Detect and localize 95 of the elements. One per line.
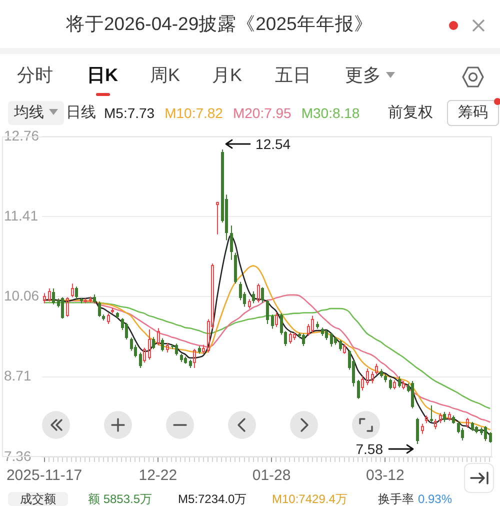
candlestick <box>48 288 51 302</box>
candlestick <box>125 322 128 340</box>
candlestick <box>248 298 251 310</box>
text: 周K <box>150 65 180 85</box>
candlestick <box>289 332 292 344</box>
candlestick <box>261 286 264 304</box>
y-tick-label: 8.71 <box>4 368 32 384</box>
candlestick <box>84 298 87 304</box>
text: M10:7429.4万 <box>272 492 348 506</box>
annotation: 12.54 <box>256 136 291 152</box>
candlestick <box>161 338 164 352</box>
text: M5:7234.0万 <box>178 492 247 506</box>
candlestick <box>202 344 205 354</box>
candlestick <box>61 296 64 320</box>
candlestick <box>75 286 78 300</box>
text: 额 5853.5万 <box>88 492 152 506</box>
y-tick-label: 10.06 <box>4 288 40 304</box>
candlestick <box>461 427 464 441</box>
candlestick <box>302 333 305 346</box>
candlestick <box>421 423 424 434</box>
candlestick <box>66 296 69 318</box>
candlestick <box>371 371 374 384</box>
candlestick <box>443 411 446 422</box>
candlestick <box>175 343 178 356</box>
candlestick <box>52 288 55 305</box>
candlestick <box>339 340 342 352</box>
candlestick <box>448 411 451 422</box>
x-tick-label: 2025-11-17 <box>6 467 82 484</box>
candlestick <box>98 300 101 318</box>
text: M5:7.73 <box>104 105 155 122</box>
text: 日线 <box>66 104 96 121</box>
candlestick <box>389 378 392 390</box>
candlestick <box>357 379 360 400</box>
candlestick <box>139 352 142 368</box>
text: M10:7.82 <box>164 105 223 122</box>
candlestick <box>330 332 333 348</box>
text: 日K <box>87 65 118 85</box>
candlestick <box>43 292 46 304</box>
candlestick <box>425 414 428 424</box>
text: M20:7.95 <box>232 105 292 122</box>
text: 0.93% <box>418 492 452 506</box>
text: M30:8.18 <box>301 105 360 122</box>
y-tick-label: 12.76 <box>4 127 40 144</box>
x-tick-label: 12-22 <box>138 467 178 484</box>
candlestick <box>375 363 378 375</box>
candlestick <box>157 328 160 346</box>
candlestick <box>271 314 274 330</box>
y-tick-label: 11.41 <box>4 207 38 224</box>
candlestick <box>402 380 405 390</box>
candlestick <box>143 347 146 364</box>
candlestick <box>466 417 469 428</box>
candlestick <box>434 418 437 430</box>
x-tick-label: 01-28 <box>252 467 291 484</box>
candlestick <box>398 376 401 388</box>
text: 月K <box>212 65 242 85</box>
text: 换手率 <box>378 492 414 506</box>
text: 筹码 <box>458 104 488 121</box>
candlestick <box>166 342 169 354</box>
text: 前复权 <box>388 104 433 121</box>
candlestick <box>230 224 233 260</box>
candlestick <box>439 412 442 424</box>
candlestick <box>252 290 255 304</box>
candlestick <box>152 336 155 350</box>
text: 分时 <box>17 65 53 85</box>
text: 更多 <box>345 65 381 85</box>
text: 均线 <box>14 104 44 121</box>
candlestick <box>416 417 419 444</box>
candlestick <box>311 315 314 334</box>
candlestick <box>111 307 114 314</box>
candlestick <box>193 348 196 368</box>
candlestick <box>393 380 396 390</box>
candlestick <box>430 404 433 422</box>
text: 成交额 <box>20 492 56 506</box>
candlestick <box>148 328 151 360</box>
candlestick <box>411 380 414 409</box>
candlestick <box>216 201 219 235</box>
candlestick <box>343 344 346 354</box>
candlestick <box>239 281 242 301</box>
candlestick <box>489 432 492 444</box>
candlestick <box>257 283 260 304</box>
candlestick <box>71 283 74 298</box>
candlestick <box>457 420 460 434</box>
candlestick <box>366 368 369 386</box>
candlestick <box>325 329 328 341</box>
text: 五日 <box>275 65 311 85</box>
candlestick <box>89 296 92 304</box>
text: 将于2026-04-29披露《2025年年报》 <box>66 13 373 34</box>
candlestick <box>266 300 269 325</box>
candlestick <box>107 312 110 325</box>
candlestick <box>361 376 364 392</box>
annotation: 7.58 <box>356 440 383 457</box>
x-tick-label: 03-12 <box>366 467 404 484</box>
candlestick <box>293 332 296 341</box>
candlestick <box>275 312 278 328</box>
candlestick <box>484 426 487 442</box>
